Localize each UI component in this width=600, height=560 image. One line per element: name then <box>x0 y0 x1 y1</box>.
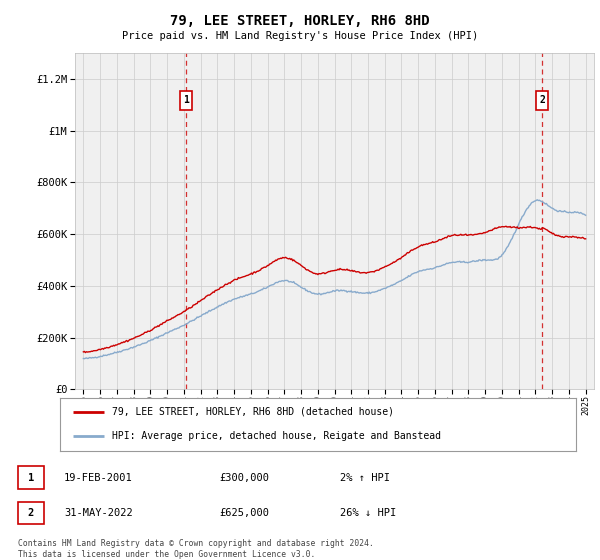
FancyBboxPatch shape <box>180 91 191 110</box>
Text: Contains HM Land Registry data © Crown copyright and database right 2024.
This d: Contains HM Land Registry data © Crown c… <box>18 539 374 559</box>
Text: 79, LEE STREET, HORLEY, RH6 8HD: 79, LEE STREET, HORLEY, RH6 8HD <box>170 14 430 28</box>
Text: 79, LEE STREET, HORLEY, RH6 8HD (detached house): 79, LEE STREET, HORLEY, RH6 8HD (detache… <box>112 407 394 417</box>
Text: 2: 2 <box>28 508 34 518</box>
Text: £625,000: £625,000 <box>220 508 269 518</box>
Text: £300,000: £300,000 <box>220 473 269 483</box>
Text: 19-FEB-2001: 19-FEB-2001 <box>64 473 133 483</box>
FancyBboxPatch shape <box>536 91 548 110</box>
FancyBboxPatch shape <box>18 502 44 524</box>
Text: HPI: Average price, detached house, Reigate and Banstead: HPI: Average price, detached house, Reig… <box>112 431 440 441</box>
FancyBboxPatch shape <box>18 466 44 489</box>
Text: 1: 1 <box>183 95 189 105</box>
Text: Price paid vs. HM Land Registry's House Price Index (HPI): Price paid vs. HM Land Registry's House … <box>122 31 478 41</box>
Text: 1: 1 <box>28 473 34 483</box>
Text: 2: 2 <box>539 95 545 105</box>
Text: 31-MAY-2022: 31-MAY-2022 <box>64 508 133 518</box>
Text: 26% ↓ HPI: 26% ↓ HPI <box>340 508 397 518</box>
Text: 2% ↑ HPI: 2% ↑ HPI <box>340 473 391 483</box>
